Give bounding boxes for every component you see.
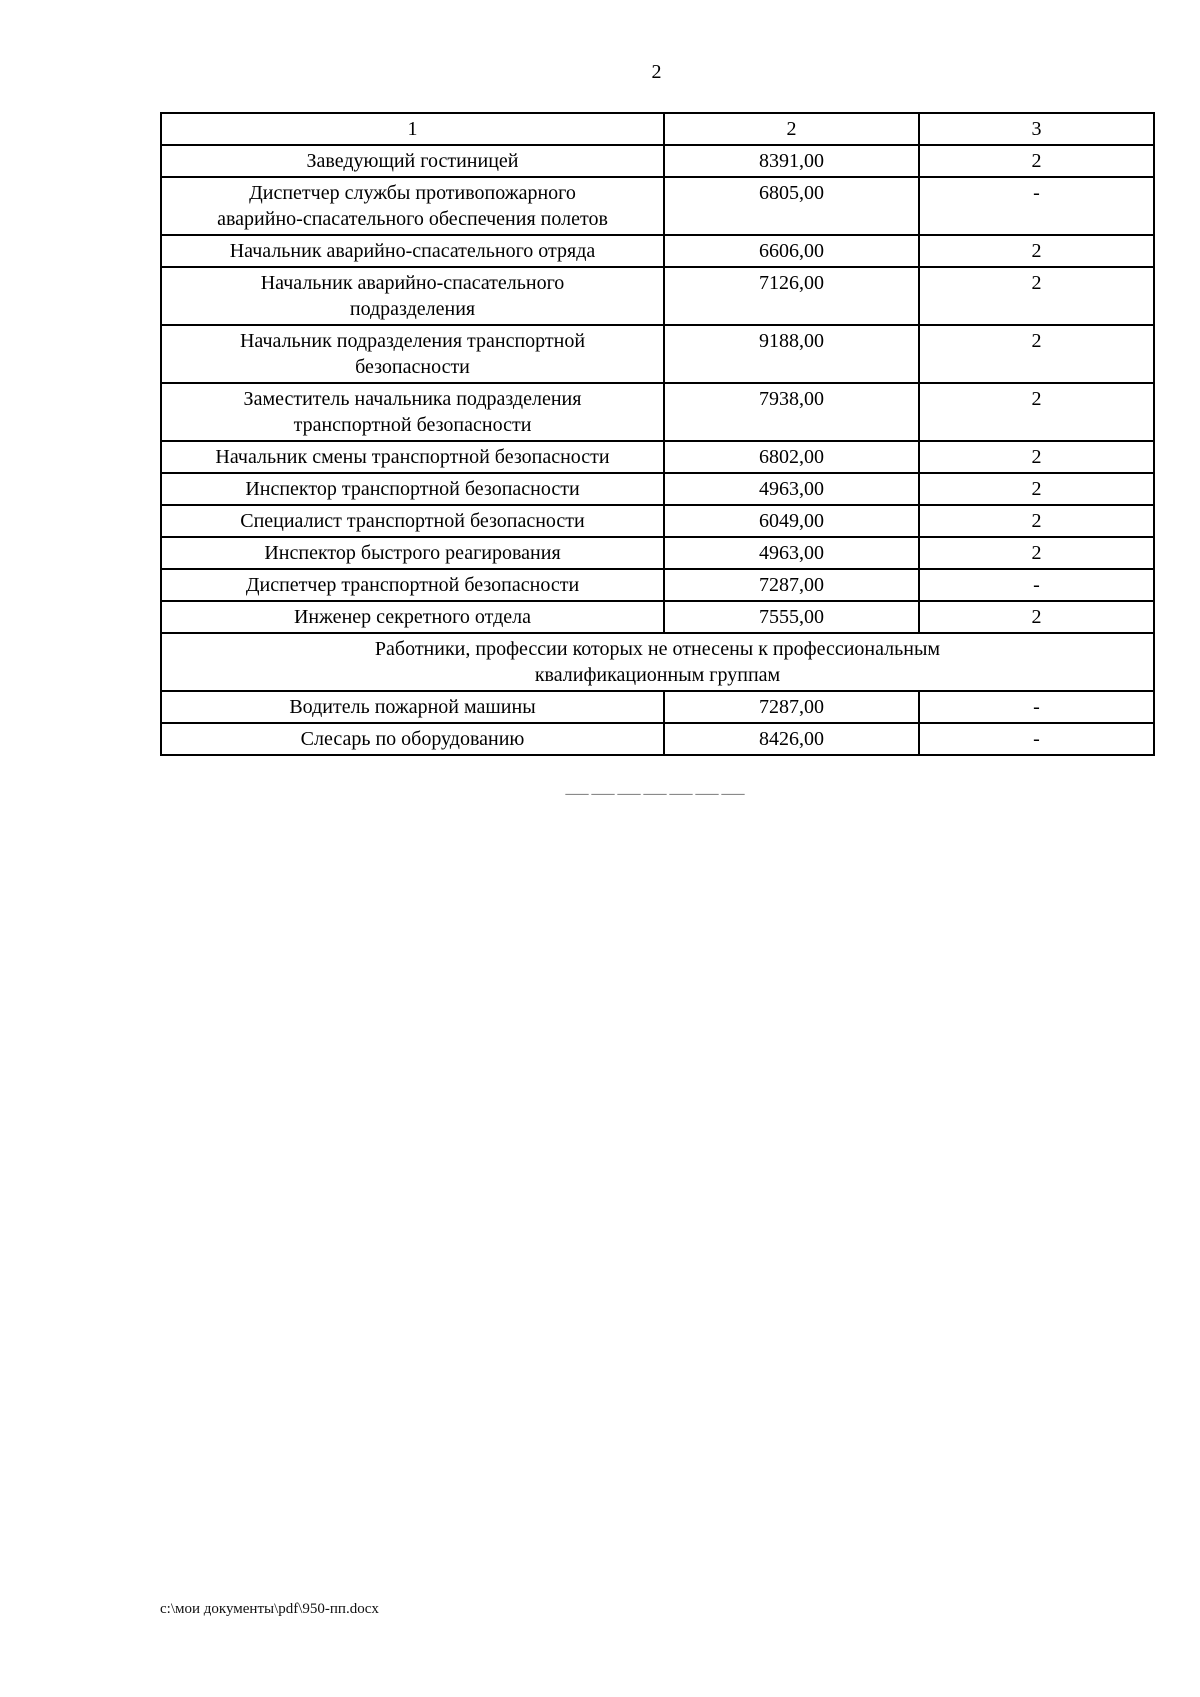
grade-cell: 2	[918, 234, 1155, 268]
grade-cell: -	[918, 690, 1155, 724]
position-cell: Заместитель начальника подразделения тра…	[160, 382, 665, 442]
grade-cell: -	[918, 722, 1155, 756]
table-row: Работники, профессии которых не отнесены…	[160, 632, 1155, 692]
grade-cell: 2	[918, 324, 1155, 384]
table-row: Начальник аварийно-спасательного подразд…	[160, 266, 1155, 326]
position-cell: Начальник смены транспортной безопасност…	[160, 440, 665, 474]
salary-cell: 7287,00	[663, 690, 920, 724]
position-cell: Водитель пожарной машины	[160, 690, 665, 724]
salary-cell: 7126,00	[663, 266, 920, 326]
salary-cell: 8391,00	[663, 144, 920, 178]
salary-cell: 7555,00	[663, 600, 920, 634]
table-row: Диспетчер службы противопожарного аварий…	[160, 176, 1155, 236]
position-cell: Диспетчер транспортной безопасности	[160, 568, 665, 602]
salary-cell: 4963,00	[663, 472, 920, 506]
salary-table: 1 2 3 Заведующий гостиницей 8391,00 2 Диспе…	[160, 112, 1155, 756]
position-cell: Начальник подразделения транспортной без…	[160, 324, 665, 384]
table-row: Начальник смены транспортной безопасност…	[160, 440, 1155, 474]
file-path-footer: с:\мои документы\pdf\950-пп.docx	[160, 1601, 379, 1617]
position-cell: Инженер секретного отдела	[160, 600, 665, 634]
salary-cell: 4963,00	[663, 536, 920, 570]
grade-cell: 2	[918, 536, 1155, 570]
grade-cell: 2	[918, 504, 1155, 538]
salary-cell: 6606,00	[663, 234, 920, 268]
grade-cell: 2	[918, 472, 1155, 506]
grade-cell: 2	[918, 382, 1155, 442]
grade-cell: 2	[918, 266, 1155, 326]
position-cell: Инспектор транспортной безопасности	[160, 472, 665, 506]
position-cell: Специалист транспортной безопасности	[160, 504, 665, 538]
position-cell: Начальник аварийно-спасательного отряда	[160, 234, 665, 268]
position-cell: Заведующий гостиницей	[160, 144, 665, 178]
column-header-2: 2	[663, 112, 920, 146]
salary-cell: 6049,00	[663, 504, 920, 538]
grade-cell: 2	[918, 440, 1155, 474]
section-divider: ———————	[565, 780, 748, 805]
table-row: Начальник подразделения транспортной без…	[160, 324, 1155, 384]
column-header-1: 1	[160, 112, 665, 146]
table-row: Диспетчер транспортной безопасности 7287,…	[160, 568, 1155, 602]
table-row: Инспектор быстрого реагирования 4963,00 2	[160, 536, 1155, 570]
position-cell: Диспетчер службы противопожарного аварий…	[160, 176, 665, 236]
section-header-cell: Работники, профессии которых не отнесены…	[160, 632, 1155, 692]
salary-cell: 7938,00	[663, 382, 920, 442]
grade-cell: 2	[918, 144, 1155, 178]
table-row: Начальник аварийно-спасательного отряда 6…	[160, 234, 1155, 268]
column-header-3: 3	[918, 112, 1155, 146]
table-row: Водитель пожарной машины 7287,00-	[160, 690, 1155, 724]
salary-cell: 8426,00	[663, 722, 920, 756]
page-number: 2	[651, 61, 662, 83]
table-row: Заведующий гостиницей 8391,00 2	[160, 144, 1155, 178]
table-row: Специалист транспортной безопасности 6049…	[160, 504, 1155, 538]
table-row: Инженер секретного отдела 7555,00 2	[160, 600, 1155, 634]
grade-cell: 2	[918, 600, 1155, 634]
position-cell: Слесарь по оборудованию	[160, 722, 665, 756]
salary-cell: 6805,00	[663, 176, 920, 236]
salary-cell: 9188,00	[663, 324, 920, 384]
table-header-row: 1 2 3	[160, 112, 1155, 146]
position-cell: Начальник аварийно-спасательного подразд…	[160, 266, 665, 326]
table-row: Заместитель начальника подразделения тра…	[160, 382, 1155, 442]
table-body: Заведующий гостиницей 8391,00 2 Диспетчер с…	[160, 144, 1155, 756]
grade-cell: -	[918, 176, 1155, 236]
table-row: Инспектор транспортной безопасности 4963,…	[160, 472, 1155, 506]
position-cell: Инспектор быстрого реагирования	[160, 536, 665, 570]
grade-cell: -	[918, 568, 1155, 602]
salary-cell: 6802,00	[663, 440, 920, 474]
salary-cell: 7287,00	[663, 568, 920, 602]
table-row: Слесарь по оборудованию 8426,00-	[160, 722, 1155, 756]
